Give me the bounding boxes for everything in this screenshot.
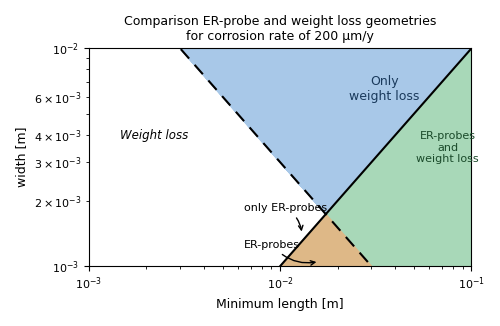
Text: Weight loss: Weight loss	[120, 128, 188, 141]
Polygon shape	[280, 214, 372, 266]
Text: only ER-probes: only ER-probes	[244, 203, 328, 230]
Text: Only
weight loss: Only weight loss	[349, 75, 420, 103]
Text: ER-probes: ER-probes	[244, 240, 315, 265]
Polygon shape	[326, 48, 472, 266]
X-axis label: Minimum length [m]: Minimum length [m]	[216, 298, 344, 311]
Polygon shape	[180, 48, 472, 214]
Y-axis label: width [m]: width [m]	[15, 127, 28, 187]
Title: Comparison ER-probe and weight loss geometries
for corrosion rate of 200 μm/y: Comparison ER-probe and weight loss geom…	[124, 15, 436, 43]
Text: ER-probes
and
weight loss: ER-probes and weight loss	[416, 131, 479, 164]
